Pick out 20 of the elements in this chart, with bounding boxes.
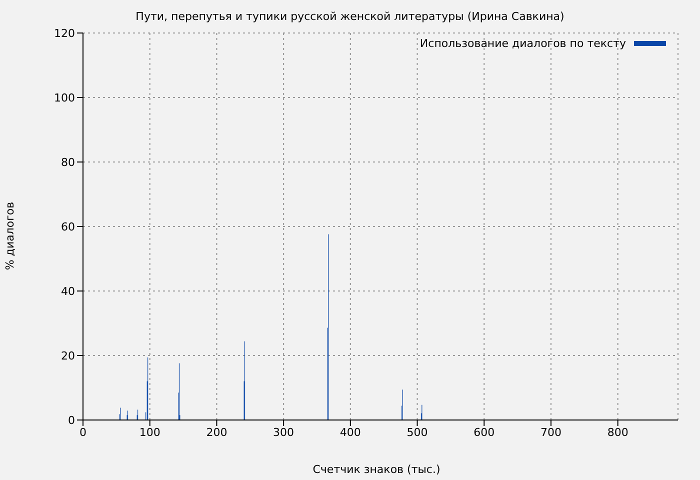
x-tick-label: 200 [206,426,228,439]
y-axis-title: % диалогов [4,202,16,270]
y-tick-label: 120 [54,26,75,40]
x-tick-label: 600 [474,426,495,439]
legend-label: Использование диалогов по тексту [420,37,626,50]
x-tick-label: 300 [273,426,294,439]
y-tick-label: 60 [61,220,75,234]
y-tick-label: 20 [61,349,75,362]
y-tick-label: 80 [61,156,75,169]
x-axis-title: Счетчик знаков (тыс.) [312,463,442,476]
x-tick-label: 500 [406,426,428,439]
y-tick-label: 40 [61,284,75,298]
x-tick-label: 0 [80,426,86,439]
chart-title: Пути, перепутья и тупики русской женской литературы (Ирина Савкина) [134,10,566,23]
x-tick-label: 800 [607,426,628,439]
y-tick-label: 100 [54,91,75,104]
y-tick-label: 0 [68,414,75,427]
x-tick-label: 400 [340,426,361,439]
x-tick-label: 700 [540,426,562,439]
x-tick-label: 100 [139,426,160,439]
